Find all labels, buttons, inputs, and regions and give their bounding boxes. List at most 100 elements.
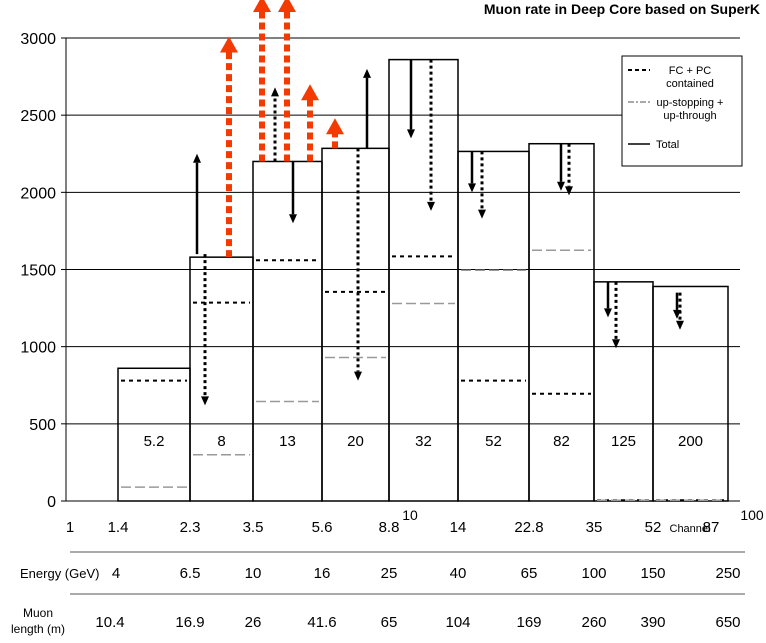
- energy-axis-label: Energy (GeV): [20, 566, 99, 581]
- red-arrow-head: [301, 84, 319, 101]
- channel-tick-label: 3.5: [243, 519, 264, 536]
- bar-value-label: 5.2: [144, 433, 165, 450]
- channel-tick-label: 14: [450, 519, 467, 536]
- length-tick-label: 650: [715, 614, 740, 631]
- red-arrow-head: [253, 0, 271, 12]
- channel-tick-label: 5.6: [312, 519, 333, 536]
- solid-arrow-head: [289, 214, 297, 224]
- energy-tick-label: 100: [581, 565, 606, 582]
- bar-value-label: 8: [217, 433, 225, 450]
- solid-arrow-head: [604, 308, 612, 318]
- solid-arrow: [407, 59, 415, 139]
- length-tick-label: 390: [640, 614, 665, 631]
- dotted-arrow: [676, 292, 684, 330]
- energy-tick-label: 65: [521, 565, 538, 582]
- channel-tick-label-87: 87: [703, 519, 720, 536]
- y-tick-label: 0: [47, 494, 56, 511]
- channel-tick-label: 100: [740, 507, 764, 523]
- legend-label: Total: [656, 139, 679, 151]
- bar-value-label: 200: [678, 433, 703, 450]
- length-tick-label: 104: [445, 614, 470, 631]
- length-tick-label: 65: [381, 614, 398, 631]
- solid-arrow-head: [363, 68, 371, 78]
- channel-tick-label: 2.3: [180, 519, 201, 536]
- dotted-arrow: [271, 87, 279, 162]
- solid-arrow-head: [557, 181, 565, 191]
- uncertainty-arrows: [193, 0, 684, 406]
- solid-arrow: [604, 281, 612, 318]
- channel-tick-label: 35: [586, 519, 603, 536]
- dotted-arrow: [427, 59, 435, 211]
- y-tick-label: 1500: [20, 263, 56, 280]
- length-tick-label: 260: [581, 614, 606, 631]
- bar-total: [252, 160, 323, 502]
- dotted-arrow-head: [478, 209, 486, 219]
- bar-value-label: 20: [347, 433, 364, 450]
- y-tick-label: 1000: [20, 340, 56, 357]
- solid-arrow-head: [407, 129, 415, 139]
- y-tick-label: 2500: [20, 108, 56, 125]
- red-arrow: [220, 36, 238, 258]
- dotted-arrow-head: [201, 396, 209, 406]
- length-axis-label: length (m): [11, 622, 65, 636]
- energy-tick-label: 150: [640, 565, 665, 582]
- red-arrow: [253, 0, 271, 162]
- legend-label: up-stopping +: [657, 97, 724, 109]
- y-tick-label: 2000: [20, 185, 56, 202]
- solid-arrow: [289, 161, 297, 224]
- bar-total: [189, 256, 254, 502]
- solid-arrow-head: [468, 183, 476, 193]
- bar-value-label: 32: [415, 433, 432, 450]
- y-tick-label: 500: [29, 417, 56, 434]
- energy-tick-label: 6.5: [180, 565, 201, 582]
- length-tick-label: 16.9: [175, 614, 204, 631]
- channel-tick-label: 10: [402, 507, 418, 523]
- red-arrow-head: [220, 36, 238, 53]
- dotted-arrow: [612, 281, 620, 349]
- channel-tick-label: 1.4: [108, 519, 129, 536]
- length-tick-label: 10.4: [95, 614, 124, 631]
- dotted-arrow-head: [565, 186, 573, 196]
- channel-tick-label: 52: [645, 519, 662, 536]
- legend-label: up-through: [663, 110, 716, 122]
- dotted-arrow: [201, 254, 209, 406]
- dotted-arrow-head: [612, 339, 620, 349]
- legend-label: FC + PC: [669, 65, 712, 77]
- energy-tick-label: 250: [715, 565, 740, 582]
- y-tick-label: 3000: [20, 31, 56, 48]
- solid-arrow: [193, 153, 201, 255]
- chart-title: Muon rate in Deep Core based on SuperK: [484, 1, 760, 17]
- energy-tick-label: 25: [381, 565, 398, 582]
- length-tick-label: 41.6: [307, 614, 336, 631]
- bar-value-label: 13: [279, 433, 296, 450]
- dotted-arrow-head: [676, 320, 684, 330]
- dotted-arrow: [478, 151, 486, 219]
- histogram-bars: 5.2 8 13 20 32 52 82 125 200: [117, 58, 729, 502]
- dotted-arrow: [354, 148, 362, 381]
- channel-tick-label: 1: [66, 519, 74, 536]
- legend-label: contained: [666, 78, 714, 90]
- channel-tick-label: 22.8: [514, 519, 543, 536]
- length-tick-label: 26: [245, 614, 262, 631]
- bar-value-label: 52: [485, 433, 502, 450]
- bar-value-label: 125: [611, 433, 636, 450]
- length-axis-label: Muon: [23, 606, 53, 620]
- channel-axis-label: Channel: [670, 523, 711, 535]
- legend-box: [621, 55, 743, 167]
- length-tick-label: 169: [516, 614, 541, 631]
- solid-arrow: [557, 143, 565, 191]
- bar-total: [652, 285, 729, 502]
- dotted-arrow-head: [271, 87, 279, 97]
- solid-arrow: [363, 68, 371, 149]
- dotted-arrow-head: [354, 371, 362, 381]
- dotted-arrow-head: [427, 201, 435, 211]
- red-arrow: [278, 0, 296, 162]
- energy-tick-label: 10: [245, 565, 262, 582]
- solid-arrow: [468, 151, 476, 193]
- energy-tick-label: 4: [112, 565, 120, 582]
- energy-tick-label: 16: [314, 565, 331, 582]
- energy-tick-label: 40: [450, 565, 467, 582]
